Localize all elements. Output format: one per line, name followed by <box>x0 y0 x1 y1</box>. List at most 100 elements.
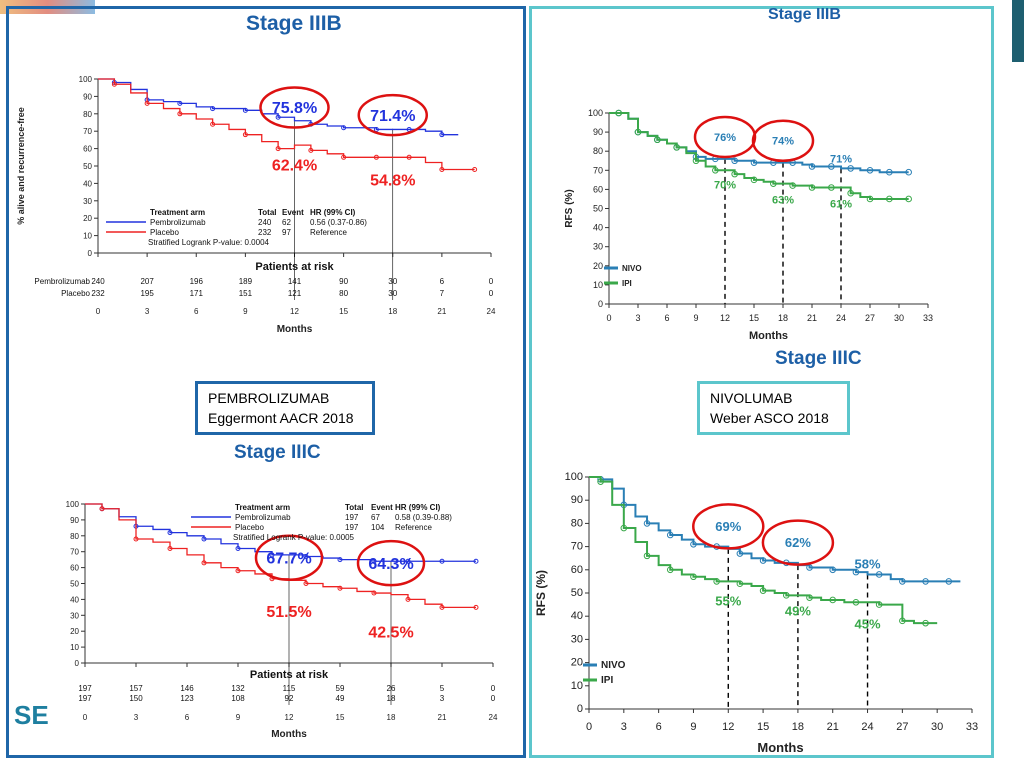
censor-mark <box>712 167 719 174</box>
risk-value: 0 <box>489 277 494 286</box>
y-tick-label: 0 <box>577 703 583 715</box>
risk-value: 196 <box>190 277 204 286</box>
risk-value: 141 <box>288 277 302 286</box>
y-tick-label: 40 <box>70 595 79 604</box>
y-tick-label: 80 <box>571 517 583 529</box>
series-line-placebo <box>98 78 475 171</box>
y-tick-label: 30 <box>593 242 603 252</box>
risk-value: 232 <box>91 289 105 298</box>
x-tick-label: 24 <box>836 313 846 323</box>
chart-title-pembro-iiic: Stage IIIC <box>234 442 321 463</box>
legend-cell: Placebo <box>235 523 264 532</box>
x-tick-label: 12 <box>285 713 294 722</box>
y-tick-label: 40 <box>593 223 603 233</box>
censor-mark <box>308 147 314 153</box>
annotation-label: 62% <box>785 535 811 550</box>
censor-mark <box>905 195 912 203</box>
annotation-label: 67.7% <box>266 550 311 567</box>
series-line-ipi <box>609 112 909 200</box>
y-tick-label: 30 <box>571 633 583 645</box>
risk-value: 197 <box>78 684 92 693</box>
x-tick-label: 12 <box>290 307 299 316</box>
y-tick-label: 40 <box>571 610 583 622</box>
drug-name: NIVOLUMAB <box>710 390 793 406</box>
legend-note: Stratified Logrank P-value: 0.0004 <box>148 238 270 247</box>
legend-entry: IPI <box>601 675 613 686</box>
censor-mark <box>829 566 837 574</box>
y-tick-label: 40 <box>83 179 92 188</box>
annotation-label: 71% <box>830 153 852 165</box>
censor-mark <box>643 520 651 527</box>
censor-mark <box>275 114 281 120</box>
x-tick-label: 0 <box>83 713 88 722</box>
x-tick-label: 18 <box>388 307 397 316</box>
legend-cell: Pembrolizumab <box>235 513 291 522</box>
censor-mark <box>144 100 150 106</box>
censor-mark <box>210 106 216 112</box>
risk-value: 0 <box>491 694 496 703</box>
pembrolizumab-label-box: PEMBROLIZUMAB Eggermont AACR 2018 <box>195 381 375 435</box>
censor-mark <box>439 166 445 172</box>
censor-mark <box>770 180 777 187</box>
series-line-placebo <box>85 503 476 608</box>
risk-value: 6 <box>440 277 445 286</box>
x-tick-label: 9 <box>693 313 698 323</box>
y-tick-label: 70 <box>593 165 603 175</box>
y-tick-label: 80 <box>83 110 92 119</box>
censor-mark <box>167 546 173 552</box>
series-line-nivo <box>589 476 961 583</box>
study-reference: Eggermont AACR 2018 <box>208 410 354 426</box>
legend-header: Total <box>258 208 277 217</box>
censor-mark <box>242 107 248 113</box>
risk-value: 3 <box>440 694 445 703</box>
y-tick-label: 70 <box>70 548 79 557</box>
y-tick-label: 90 <box>571 494 583 506</box>
censor-mark <box>235 546 241 552</box>
risk-value: 157 <box>129 684 143 693</box>
x-tick-label: 9 <box>236 713 241 722</box>
series-line-pembrolizumab <box>85 503 476 562</box>
x-tick-label: 30 <box>894 313 904 323</box>
legend-cell: 0.56 (0.37-0.86) <box>310 218 367 227</box>
legend-cell: 0.58 (0.39-0.88) <box>395 513 452 522</box>
risk-value: 18 <box>387 694 396 703</box>
y-tick-label: 60 <box>571 564 583 576</box>
x-tick-label: 18 <box>387 713 396 722</box>
risk-value: 240 <box>91 277 105 286</box>
x-tick-label: 15 <box>749 313 759 323</box>
censor-mark <box>177 100 183 106</box>
censor-mark <box>847 189 854 197</box>
legend-cell: 62 <box>282 218 291 227</box>
x-tick-label: 24 <box>489 713 498 722</box>
annotation-label: 75.8% <box>272 100 317 117</box>
y-tick-label: 50 <box>70 580 79 589</box>
censor-mark <box>899 617 906 625</box>
censor-mark <box>852 598 860 606</box>
censor-mark <box>439 132 445 138</box>
bottom-logo-fragment: SE <box>14 700 49 730</box>
censor-mark <box>852 568 860 576</box>
censor-mark <box>808 163 816 170</box>
x-tick-label: 3 <box>635 313 640 323</box>
censor-mark <box>690 540 697 548</box>
x-tick-label: 3 <box>145 307 150 316</box>
censor-mark <box>875 601 883 608</box>
legend-header: Event <box>282 208 304 217</box>
annotation-label: 45% <box>855 617 881 632</box>
censor-mark <box>177 111 183 117</box>
legend-header: Event <box>371 503 393 512</box>
censor-mark <box>731 170 738 178</box>
legend-header: HR (99% CI) <box>310 208 356 217</box>
y-tick-label: 60 <box>593 184 603 194</box>
censor-mark <box>201 536 207 542</box>
censor-mark <box>828 184 835 191</box>
risk-value: 90 <box>339 277 348 286</box>
risk-value: 123 <box>180 694 194 703</box>
censor-mark <box>643 552 651 560</box>
annotation-label: 63% <box>772 195 794 207</box>
y-tick-label: 80 <box>70 532 79 541</box>
censor-mark <box>666 531 674 539</box>
legend-header: Treatment arm <box>235 503 290 512</box>
legend-cell: Reference <box>395 523 432 532</box>
